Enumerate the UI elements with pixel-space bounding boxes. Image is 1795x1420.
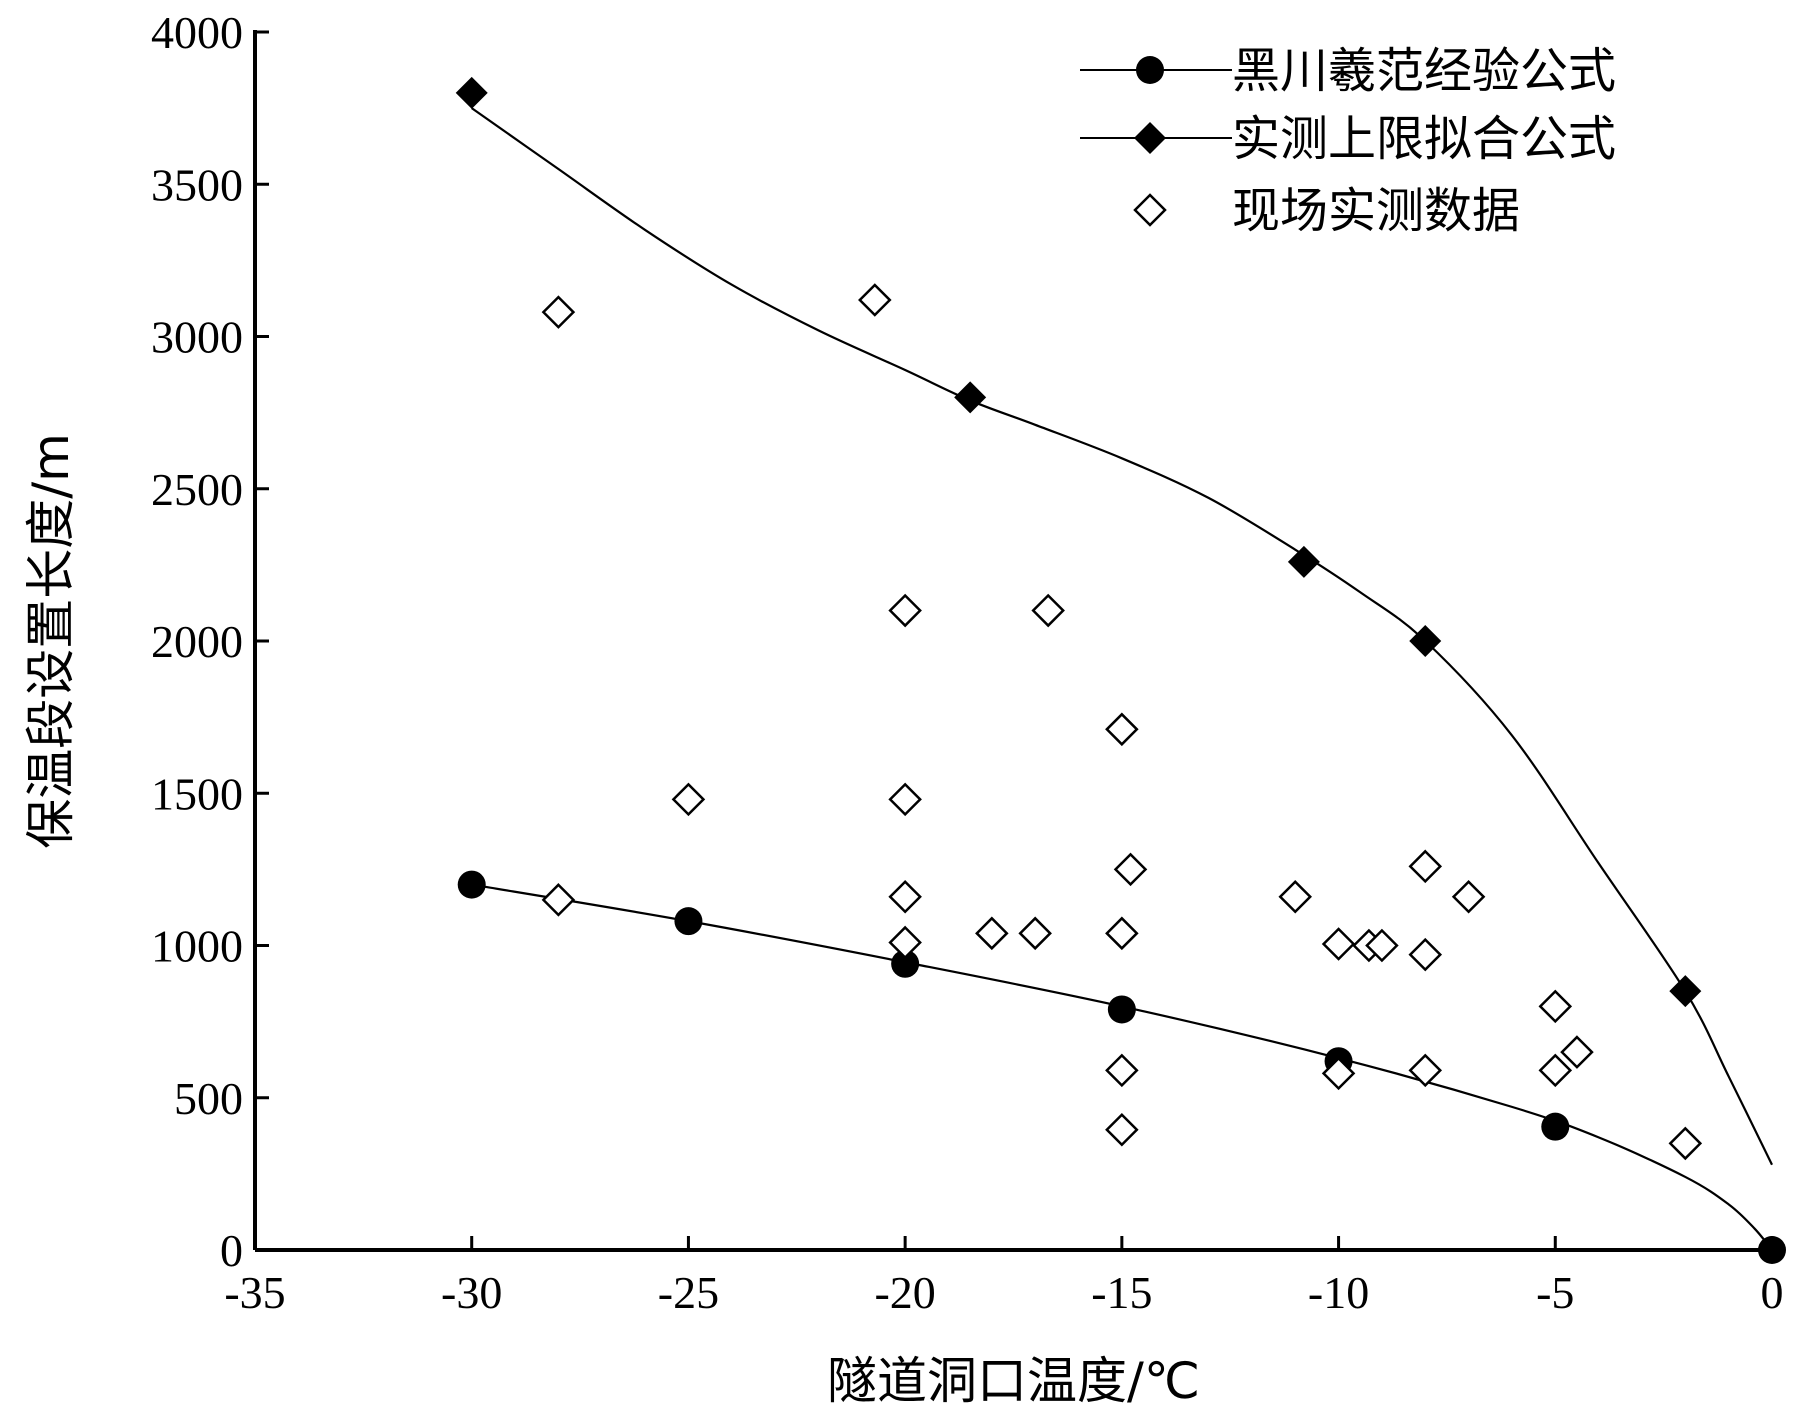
x-tick-label: -25 — [658, 1267, 719, 1318]
upper-limit-fit-point — [455, 76, 488, 109]
field-data-point — [1668, 1126, 1703, 1161]
field-data-point — [1031, 593, 1065, 628]
y-tick-label: 500 — [174, 1073, 243, 1124]
field-data-point — [1018, 916, 1052, 951]
field-data-point — [1365, 928, 1399, 963]
empirical-formula-point — [674, 907, 703, 936]
field-data-point — [1451, 880, 1486, 914]
legend-marker-open-diamond — [1133, 193, 1167, 227]
y-tick-label: 1000 — [151, 921, 243, 972]
legend-label-field-data: 现场实测数据 — [1232, 183, 1520, 239]
field-data-point — [1105, 916, 1139, 951]
y-tick-label: 0 — [220, 1225, 243, 1276]
field-data-point — [1321, 1056, 1356, 1091]
field-data-point — [1560, 1035, 1594, 1069]
legend-marker-filled-diamond — [1134, 122, 1166, 154]
field-data-point — [671, 782, 706, 817]
field-data-point — [1105, 712, 1139, 747]
legend-item-empirical-formula: 黑川羲范经验公式 — [1080, 43, 1616, 99]
upper-limit-fit-point — [1287, 545, 1320, 578]
field-data-point — [858, 283, 892, 317]
legend-marker-filled-circle — [1136, 56, 1164, 84]
x-tick-label: 0 — [1761, 1267, 1784, 1318]
field-data-point — [888, 925, 922, 960]
empirical-formula-point — [457, 870, 486, 899]
field-data-point — [1113, 852, 1148, 887]
x-tick-label: -5 — [1536, 1267, 1574, 1318]
legend-label-empirical-formula: 黑川羲范经验公式 — [1232, 43, 1616, 99]
legend-item-upper-limit-fit: 实测上限拟合公式 — [1080, 111, 1616, 167]
upper-limit-fit-curve — [471, 107, 1773, 1166]
empirical-formula-point — [1107, 995, 1136, 1024]
y-tick-label: 3500 — [151, 159, 243, 210]
legend-item-field-data: 现场实测数据 — [1133, 183, 1520, 239]
x-tick-label: -10 — [1308, 1267, 1369, 1318]
y-tick-label: 3000 — [151, 312, 243, 363]
legend: 黑川羲范经验公式 实测上限拟合公式 现场实测数据 — [1080, 43, 1616, 239]
field-data-point — [541, 883, 576, 917]
upper-limit-fit-point — [954, 381, 987, 414]
y-axis-title: 保温段设置长度/m — [22, 433, 80, 849]
y-tick-label: 2500 — [151, 464, 243, 515]
markers — [455, 76, 1786, 1264]
upper-limit-fit-point — [1409, 625, 1442, 657]
field-data-point — [1408, 849, 1443, 884]
empirical-formula-point — [1758, 1236, 1786, 1264]
upper-limit-fit-point — [1669, 975, 1702, 1008]
field-data-point — [1278, 880, 1312, 914]
field-data-point — [1538, 1053, 1573, 1088]
field-data-point — [1408, 937, 1443, 972]
field-data-point — [1105, 1112, 1139, 1147]
y-tick-label: 2000 — [151, 616, 243, 667]
legend-label-upper-limit-fit: 实测上限拟合公式 — [1232, 111, 1616, 167]
x-tick-label: -20 — [874, 1267, 935, 1318]
x-tick-label: -15 — [1091, 1267, 1152, 1318]
empirical-formula-point — [1541, 1112, 1570, 1141]
field-data-point — [1105, 1053, 1139, 1088]
ticks: 0 500 1000 1500 2000 2500 3000 3500 4000 -35 -30 -2… — [151, 7, 1784, 1318]
field-data-point — [888, 782, 922, 817]
field-data-point — [888, 593, 922, 628]
field-data-point — [975, 916, 1009, 951]
y-tick-label: 4000 — [151, 7, 243, 58]
field-data-point — [888, 880, 922, 914]
x-axis-title: 隧道洞口温度/℃ — [827, 1352, 1200, 1410]
x-tick-label: -30 — [441, 1267, 502, 1318]
field-data-point — [541, 295, 576, 329]
y-tick-label: 1500 — [151, 768, 243, 819]
field-data-point — [1408, 1053, 1443, 1088]
field-data-point — [1321, 927, 1356, 961]
empirical-formula-point — [891, 949, 920, 978]
field-data-point — [1538, 989, 1573, 1024]
x-tick-label: -35 — [224, 1267, 285, 1318]
